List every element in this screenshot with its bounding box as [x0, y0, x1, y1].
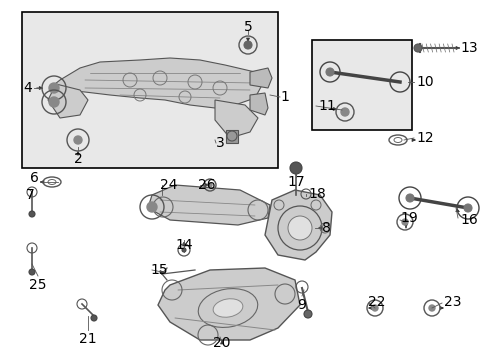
- Text: 12: 12: [415, 131, 433, 145]
- Circle shape: [207, 183, 212, 187]
- Text: 3: 3: [216, 136, 224, 150]
- Circle shape: [147, 202, 157, 212]
- Text: 2: 2: [74, 152, 82, 166]
- Polygon shape: [148, 185, 269, 225]
- Text: 15: 15: [150, 263, 167, 277]
- Circle shape: [289, 162, 302, 174]
- Polygon shape: [215, 100, 258, 138]
- Polygon shape: [249, 68, 271, 88]
- Text: 1: 1: [280, 90, 288, 104]
- Text: 21: 21: [79, 332, 97, 346]
- Text: 18: 18: [307, 187, 325, 201]
- Text: 4: 4: [23, 81, 32, 95]
- Polygon shape: [48, 84, 88, 118]
- Text: 22: 22: [367, 295, 385, 309]
- Text: 9: 9: [297, 298, 306, 312]
- FancyBboxPatch shape: [311, 40, 411, 130]
- Circle shape: [49, 97, 59, 107]
- Circle shape: [401, 219, 407, 225]
- Text: 20: 20: [213, 336, 230, 350]
- Text: 26: 26: [198, 178, 215, 192]
- Text: 10: 10: [415, 75, 433, 89]
- Text: 17: 17: [286, 175, 304, 189]
- FancyBboxPatch shape: [22, 12, 278, 168]
- Circle shape: [413, 44, 421, 52]
- Text: 5: 5: [243, 20, 252, 34]
- Circle shape: [244, 41, 251, 49]
- Circle shape: [340, 108, 348, 116]
- Circle shape: [49, 83, 59, 93]
- Circle shape: [91, 315, 97, 321]
- Text: 24: 24: [160, 178, 177, 192]
- Circle shape: [287, 216, 311, 240]
- Text: 11: 11: [317, 99, 335, 113]
- Circle shape: [74, 136, 82, 144]
- Text: 23: 23: [443, 295, 461, 309]
- Circle shape: [325, 68, 333, 76]
- Text: 13: 13: [459, 41, 477, 55]
- Circle shape: [371, 305, 377, 311]
- Text: 8: 8: [321, 221, 330, 235]
- Circle shape: [29, 269, 35, 275]
- Polygon shape: [264, 190, 331, 260]
- Text: 6: 6: [30, 171, 39, 185]
- Text: 25: 25: [29, 278, 47, 292]
- Circle shape: [182, 248, 185, 252]
- Polygon shape: [55, 58, 262, 108]
- Text: 19: 19: [399, 211, 417, 225]
- Polygon shape: [225, 130, 238, 143]
- Text: 16: 16: [459, 213, 477, 227]
- Circle shape: [29, 211, 35, 217]
- Text: 7: 7: [25, 188, 34, 202]
- Polygon shape: [158, 268, 299, 340]
- Circle shape: [405, 194, 413, 202]
- Circle shape: [428, 305, 434, 311]
- Text: 14: 14: [175, 238, 192, 252]
- Ellipse shape: [213, 299, 243, 317]
- Circle shape: [463, 204, 471, 212]
- Polygon shape: [249, 93, 267, 115]
- Circle shape: [304, 310, 311, 318]
